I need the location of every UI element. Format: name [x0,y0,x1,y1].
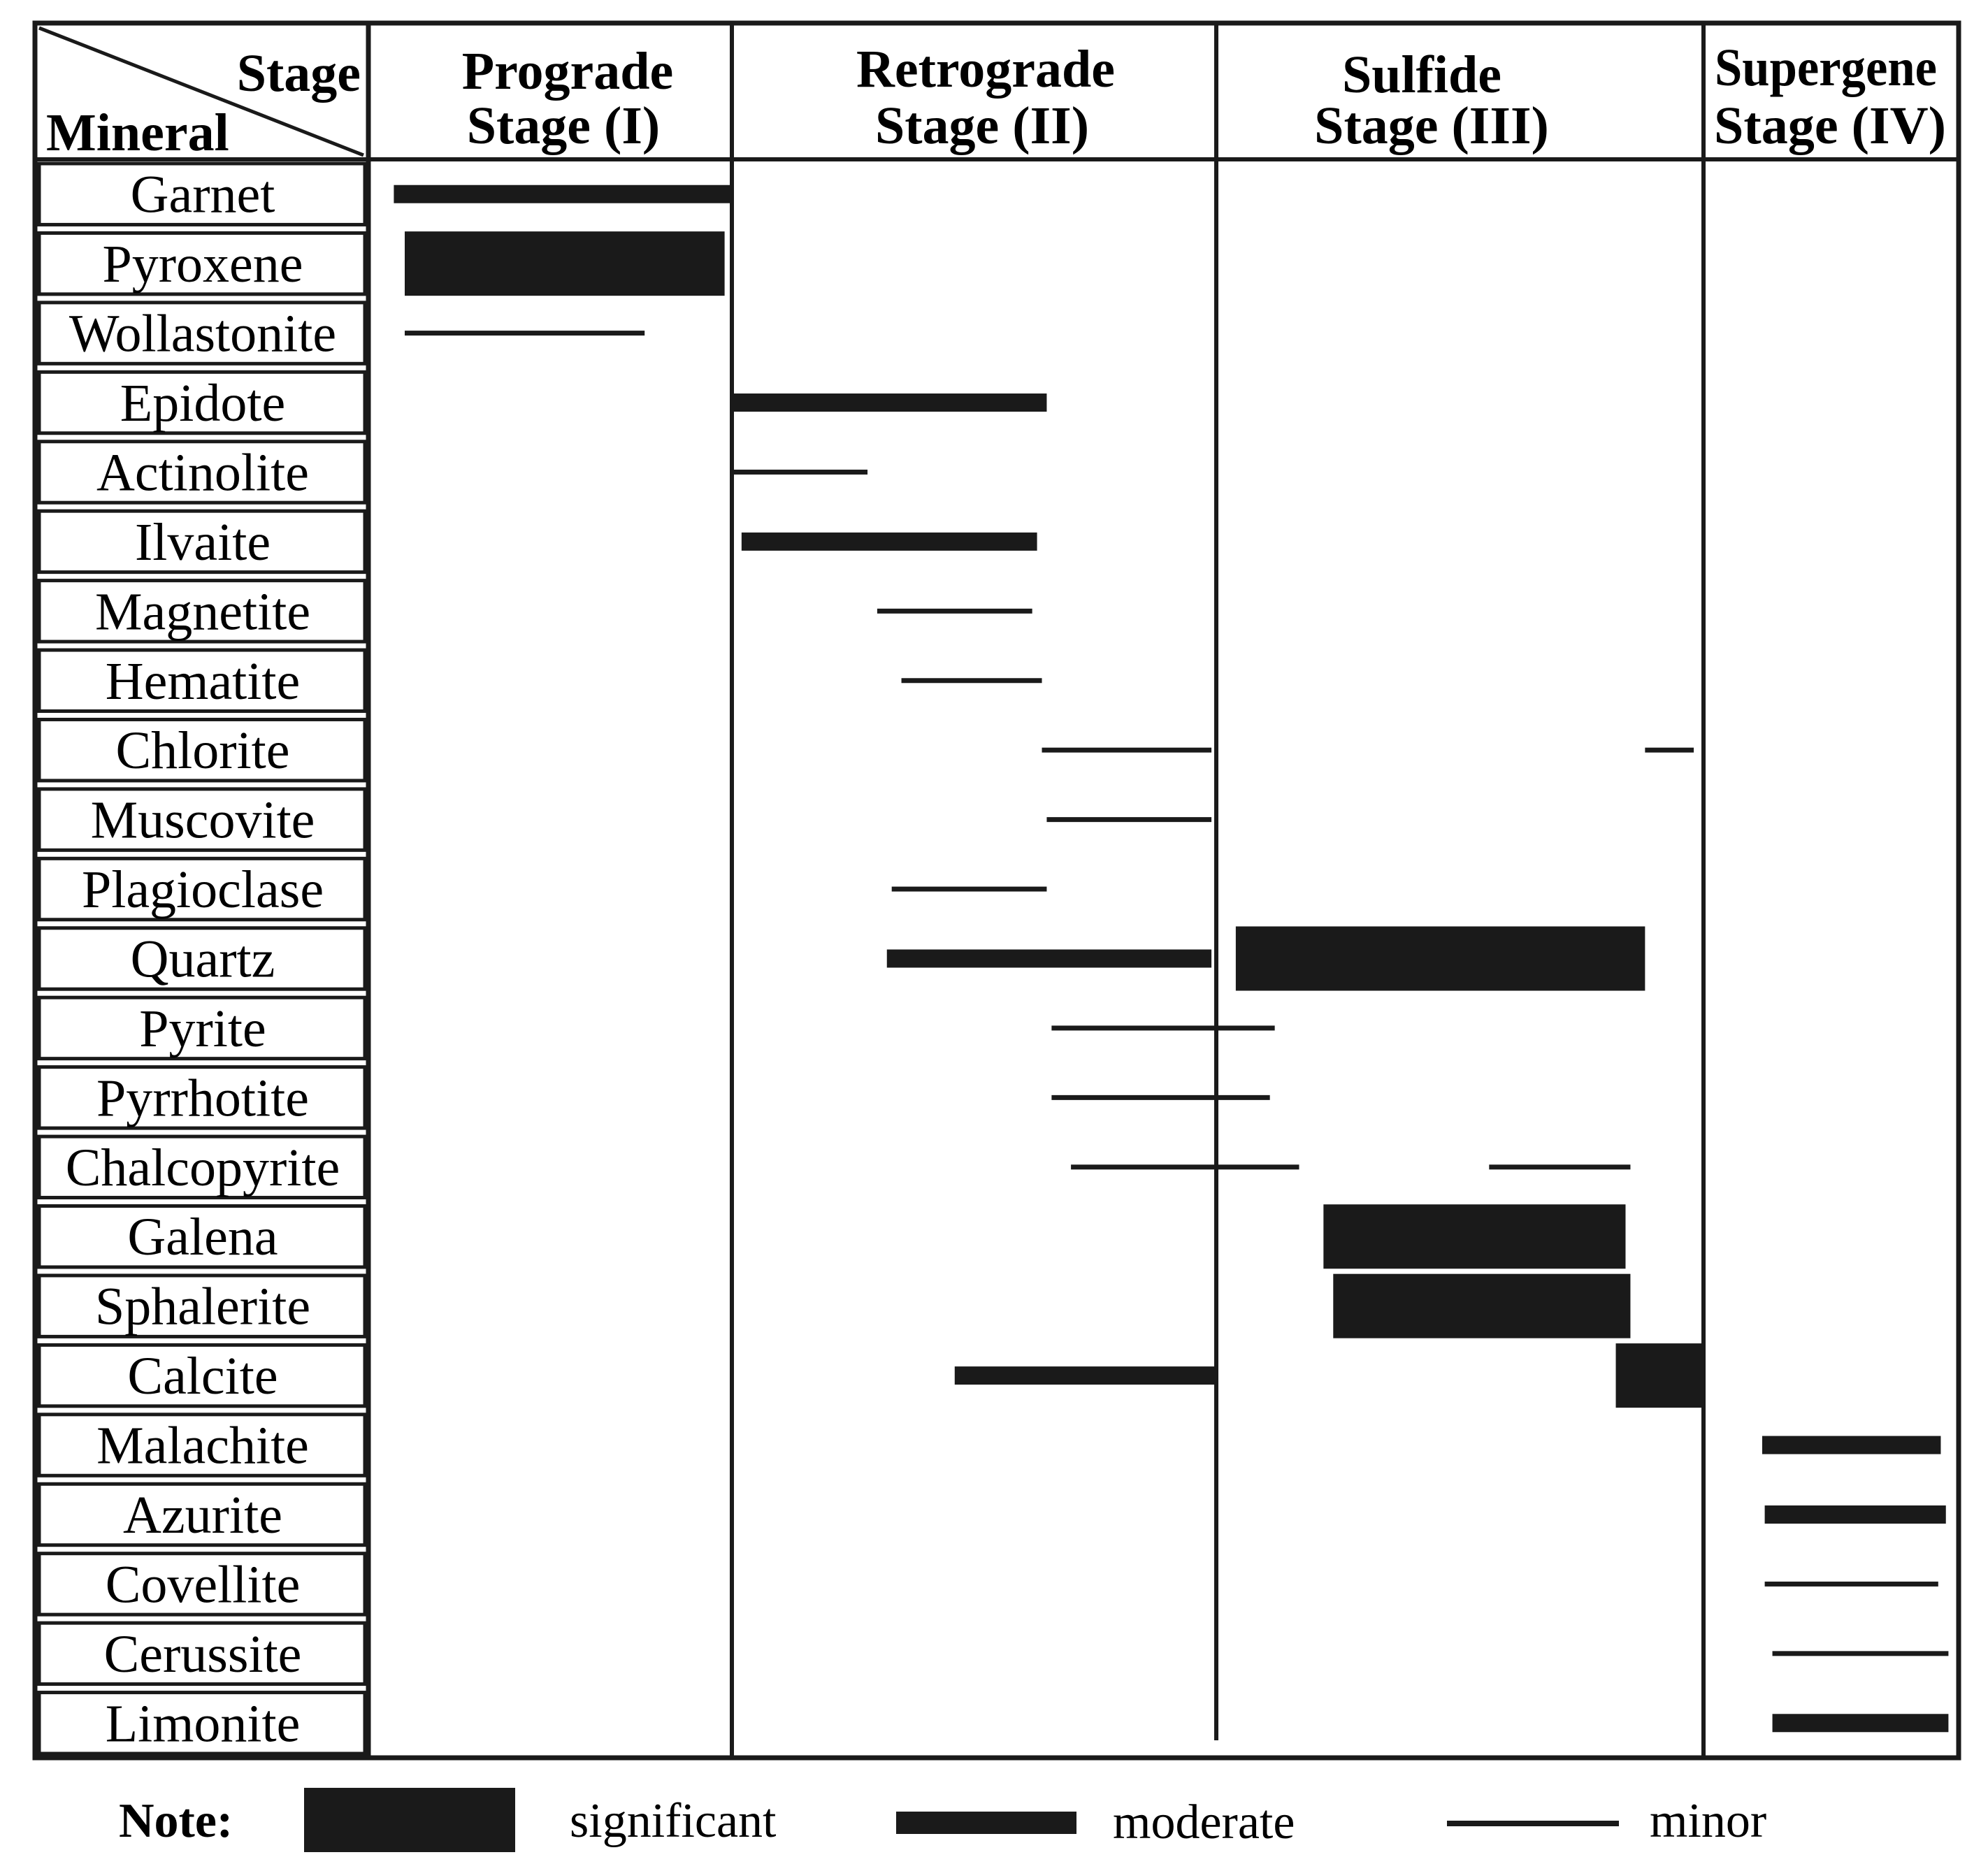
bar-actinolite-minor [732,469,868,475]
mineral-cell [37,995,367,1061]
legend-label-moderate: moderate [1113,1796,1295,1849]
mineral-cell [37,648,367,713]
mineral-label: Actinolite [96,443,309,502]
mineral-cell [37,509,367,575]
mineral-cell [37,1482,367,1547]
mineral-column: Garnet Pyroxene Wollastonite Epidote Actinol… [37,161,367,1756]
bar-covellite-minor [1764,1581,1938,1587]
mineral-label: Pyrite [139,999,266,1058]
mineral-label: Galena [127,1208,278,1266]
bar-azurite-moderate [1764,1505,1946,1524]
mineral-label: Chalcopyrite [66,1139,340,1197]
mineral-label: Pyrrhotite [96,1069,309,1127]
stage-4-title-line2: Stage (IV) [1714,96,1946,155]
mineral-label: Magnetite [95,582,310,641]
bar-calcite-significant [1615,1343,1704,1408]
bar-pyrrhotite-minor [1051,1095,1270,1100]
mineral-cell [37,1204,367,1269]
bar-quartz-moderate [886,949,1212,968]
mineral-cell [37,370,367,435]
legend-swatch-moderate [896,1812,1076,1834]
mineral-label: Cerussite [104,1625,302,1684]
stage-2-title-line1: Retrograde [856,40,1115,99]
mineral-label: Garnet [131,166,275,224]
legend-label-minor: minor [1650,1794,1766,1848]
bar-pyroxene-significant [405,231,725,296]
mineral-cell [37,440,367,505]
mineral-cell [37,1552,367,1617]
legend-label-significant: significant [570,1794,777,1848]
bar-limonite-moderate [1772,1714,1949,1733]
mineral-cell [37,301,367,366]
bar-chalcopyrite-minor [1071,1164,1299,1170]
mineral-label: Quartz [131,930,275,989]
mineral-label: Hematite [106,652,301,711]
bar-muscovite-minor [1046,817,1212,823]
bar-garnet-moderate [394,185,732,203]
mineral-cell [37,1691,367,1756]
legend-swatch-minor [1447,1821,1619,1826]
mineral-label: Covellite [106,1555,301,1614]
mineral-cell [37,231,367,296]
stage-3-title-line1: Sulfide [1342,45,1501,104]
bar-wollastonite-minor [405,331,645,336]
bar-chalcopyrite-minor [1489,1164,1631,1170]
corner-stage-label: Stage [237,44,361,103]
bar-cerussite-minor [1772,1651,1949,1656]
bar-calcite-moderate [954,1366,1216,1385]
bar-epidote-moderate [732,393,1047,412]
mineral-label: Epidote [120,374,285,433]
bar-hematite-minor [901,678,1042,684]
mineral-label: Muscovite [91,791,315,850]
mineral-label: Wollastonite [69,305,336,363]
bar-quartz-significant [1235,926,1645,991]
stage-4-title-line1: Supergene [1715,38,1937,97]
legend-title: Note: [119,1794,233,1848]
bar-sphalerite-significant [1333,1273,1631,1338]
outer-frame [32,20,1961,1761]
mineral-cell [37,1065,367,1130]
mineral-cell [37,717,367,783]
mineral-cell [37,1273,367,1338]
stage-1-title-line1: Prograde [462,42,674,101]
abundance-bars [394,185,1949,1733]
mineral-label: Azurite [123,1486,282,1545]
mineral-label: Calcite [127,1347,278,1406]
mineral-label: Malachite [96,1417,309,1475]
mineral-label: Plagioclase [82,860,324,919]
stage-2-title-line2: Stage (II) [875,96,1089,155]
legend: Note: significant moderate minor [119,1788,1766,1852]
mineral-cell [37,1621,367,1686]
bar-pyrite-minor [1051,1025,1275,1031]
mineral-label: Limonite [106,1694,301,1753]
corner-mineral-label: Mineral [46,103,229,162]
stage-1-title-line2: Stage (I) [467,96,661,155]
bar-magnetite-minor [877,608,1032,614]
mineral-cell [37,579,367,644]
mineral-cell [37,161,367,226]
corner-diagonal [38,26,364,157]
mineral-label: Pyroxene [102,235,303,294]
stage-3-title-line2: Stage (III) [1314,96,1549,155]
bar-chlorite-minor [1645,747,1694,753]
mineral-label: Sphalerite [95,1278,310,1336]
mineral-cell [37,926,367,991]
bar-malachite-moderate [1762,1436,1941,1454]
mineral-cell [37,856,367,922]
mineral-cell [37,1134,367,1200]
table-grid [32,20,1961,1761]
legend-swatch-significant [304,1788,515,1852]
bar-chlorite-minor [1042,747,1212,753]
bar-ilvaite-moderate [741,532,1037,551]
mineral-cell [37,1413,367,1478]
bar-plagioclase-minor [891,886,1047,892]
mineral-label: Chlorite [115,721,289,780]
mineral-cell [37,1343,367,1408]
mineral-label: Ilvaite [135,513,271,572]
bar-galena-significant [1323,1204,1626,1269]
mineral-cell [37,787,367,852]
